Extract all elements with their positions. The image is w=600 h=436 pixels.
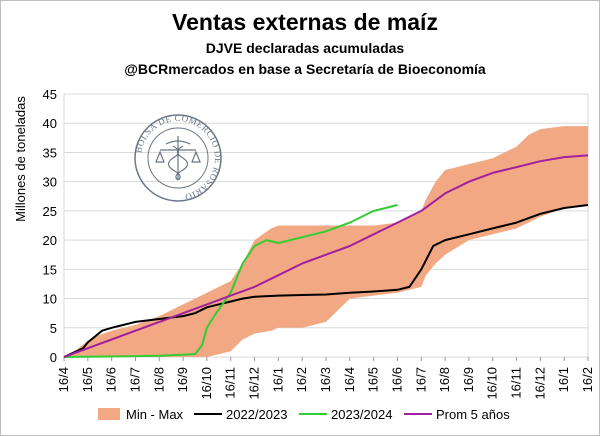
y-tick-label: 35 (43, 145, 57, 160)
series-2023-2024 (63, 204, 398, 358)
x-tick-label: 16/8 (151, 367, 166, 392)
x-tick-label: 16/11 (509, 367, 524, 399)
band-min-max (64, 126, 588, 357)
x-tick-label: 16/10 (199, 367, 214, 400)
x-tick-label: 16/1 (270, 367, 285, 392)
x-tick-label: 16/7 (127, 367, 142, 392)
legend-2022-2023: 2022/2023 (194, 407, 287, 422)
x-tick-label: 16/9 (175, 367, 190, 392)
x-tick-label: 16/10 (485, 367, 500, 400)
x-tick-label: 16/6 (389, 367, 404, 392)
legend-label: Prom 5 años (436, 407, 510, 422)
x-tick-label: 16/6 (104, 367, 119, 392)
x-tick-label: 16/11 (223, 367, 238, 399)
x-tick-label: 16/3 (318, 367, 333, 392)
x-tick-label: 16/9 (461, 367, 476, 392)
y-tick-label: 0 (50, 350, 57, 365)
y-tick-label: 25 (43, 204, 57, 219)
legend-prom-5-anos: Prom 5 años (404, 407, 510, 422)
y-tick-label: 20 (43, 233, 57, 248)
x-tick-label: 16/4 (56, 367, 71, 392)
logo-seal: BOLSA DE COMERCIO DE ROSARIO (133, 113, 222, 202)
series-2022-2023 (63, 204, 589, 358)
legend-swatch (98, 408, 120, 420)
legend-2023-2024: 2023/2024 (299, 407, 392, 422)
legend: Min - Max 2022/2023 2023/2024 Prom 5 años (98, 407, 510, 422)
x-tick-label: 16/1 (556, 367, 571, 392)
y-tick-label: 30 (43, 175, 57, 190)
seal-outer-ring (134, 114, 222, 202)
x-tick-label: 16/5 (80, 367, 95, 392)
plot-area: 0 5 10 15 20 25 30 35 40 45 16/4 16/5 16/6 16/7 16/8 16… (43, 87, 595, 400)
series-prom-5-anos (63, 154, 589, 358)
x-tick-label: 16/5 (366, 367, 381, 392)
x-tick-label: 16/8 (437, 367, 452, 392)
y-tick-label: 40 (43, 116, 57, 131)
caduceus-icon (155, 136, 201, 181)
x-tick-label: 16/12 (247, 367, 262, 400)
x-tick-label: 16/2 (294, 367, 309, 392)
legend-label: 2023/2024 (331, 407, 392, 422)
x-tick-label: 16/7 (413, 367, 428, 392)
y-tick-label: 5 (50, 321, 57, 336)
legend-label: Min - Max (126, 407, 184, 422)
x-tick-label: 16/4 (342, 367, 357, 392)
y-tick-label: 10 (43, 292, 57, 307)
chart-title: Ventas externas de maíz (172, 9, 438, 35)
y-tick-label: 45 (43, 87, 57, 102)
y-axis-label: Millones de toneladas (13, 96, 28, 222)
legend-min-max: Min - Max (98, 407, 184, 422)
chart-subtitle-2: @BCRmercados en base a Secretaría de Bio… (124, 61, 486, 77)
y-tick-label: 15 (43, 262, 57, 277)
seal-inner-ring (147, 127, 209, 189)
chart-subtitle-1: DJVE declaradas acumuladas (206, 40, 405, 56)
x-tick-label: 16/12 (532, 367, 547, 400)
x-tick-label: 16/2 (580, 367, 595, 392)
legend-label: 2022/2023 (226, 407, 287, 422)
